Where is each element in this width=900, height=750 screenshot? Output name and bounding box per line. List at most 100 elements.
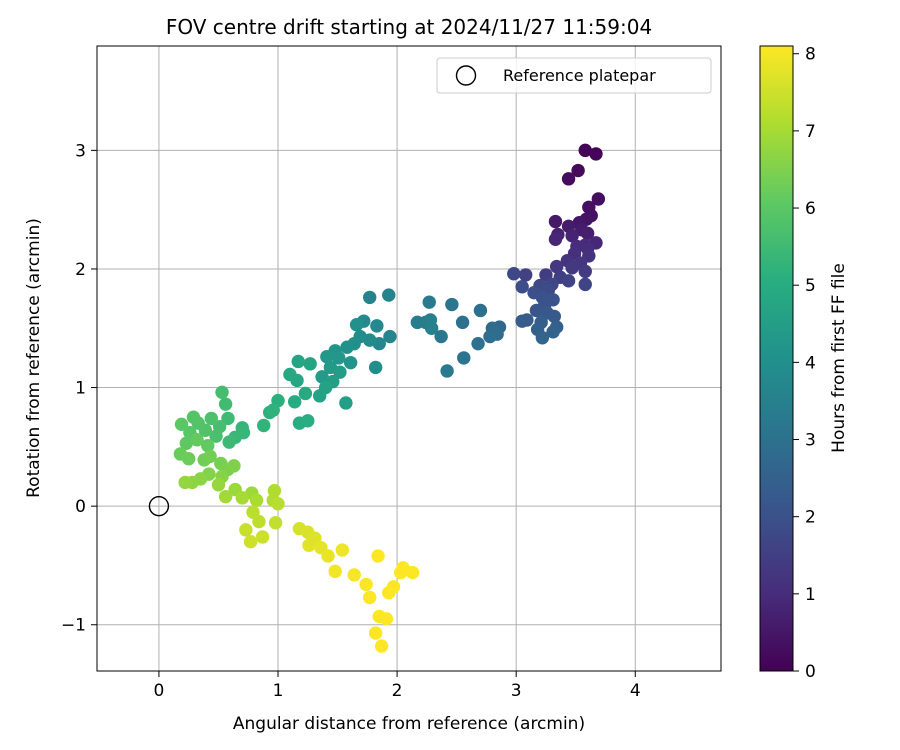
colorbar-tick-label: 4	[805, 353, 816, 373]
data-point	[515, 314, 529, 328]
colorbar-tick-label: 1	[805, 585, 816, 605]
data-point	[321, 549, 335, 563]
data-point	[471, 336, 485, 351]
data-point	[507, 267, 521, 281]
data-point	[332, 351, 346, 365]
data-point	[578, 264, 592, 279]
data-point	[266, 403, 280, 417]
data-point	[434, 329, 448, 344]
data-point	[303, 357, 317, 371]
data-point	[301, 414, 315, 428]
data-point	[190, 433, 204, 447]
data-point	[343, 355, 358, 370]
data-point	[252, 514, 266, 529]
data-point	[222, 435, 236, 449]
colorbar-gradient	[759, 45, 794, 672]
colorbar-ticks: 0 1 2 3 4 5 6 7 8	[793, 45, 816, 682]
y-tick-label: 2	[75, 260, 86, 280]
data-point	[243, 535, 258, 549]
colorbar-tick-label: 2	[805, 508, 816, 528]
data-point	[312, 389, 327, 403]
data-point	[203, 449, 217, 464]
data-point	[298, 386, 313, 401]
reference-point	[148, 495, 170, 517]
data-point	[347, 568, 361, 582]
data-point	[271, 497, 285, 511]
data-point	[340, 340, 354, 354]
data-point	[410, 315, 425, 330]
colorbar-tick-label: 5	[805, 276, 816, 296]
data-points	[173, 143, 606, 653]
x-tick-label: 4	[630, 681, 641, 701]
data-point	[565, 261, 579, 275]
data-point	[204, 411, 219, 426]
data-point	[396, 561, 410, 575]
data-point	[209, 429, 223, 443]
data-point	[221, 411, 235, 426]
data-point	[371, 549, 385, 563]
data-point	[457, 351, 471, 365]
x-tick-label: 0	[154, 681, 165, 701]
legend-marker-reference	[455, 65, 477, 86]
legend-box	[436, 57, 712, 94]
data-point	[186, 410, 201, 424]
data-point	[386, 580, 401, 594]
legend-entry-reference: Reference platepar	[503, 66, 656, 85]
data-point	[335, 543, 350, 557]
data-point	[283, 367, 297, 382]
data-point	[287, 395, 302, 409]
gridlines	[97, 46, 721, 671]
data-point	[589, 147, 603, 161]
colorbar-tick-label: 0	[805, 662, 816, 682]
data-point	[561, 172, 576, 186]
x-axis-label: Angular distance from reference (arcmin)	[233, 714, 585, 734]
data-point	[201, 438, 215, 453]
data-point	[565, 229, 579, 243]
data-point	[549, 259, 564, 274]
data-point	[363, 590, 377, 605]
data-point	[359, 577, 373, 592]
data-point	[515, 280, 529, 294]
data-point	[239, 523, 253, 537]
data-point	[291, 354, 305, 369]
data-point	[483, 329, 497, 344]
y-tick-label: −1	[61, 616, 86, 636]
data-point	[529, 303, 544, 318]
axis-ticks: 0 1 2 3 4 −1 0 1 2 3	[61, 141, 641, 701]
data-point	[211, 478, 226, 492]
data-point	[370, 319, 384, 333]
data-point	[422, 295, 436, 309]
data-point	[302, 538, 316, 552]
data-point	[363, 290, 377, 305]
data-point	[257, 418, 271, 433]
data-point	[519, 268, 533, 282]
data-point	[178, 475, 192, 490]
data-point	[368, 360, 383, 375]
data-point	[379, 612, 394, 626]
data-point	[235, 491, 249, 505]
reference-marker	[148, 495, 170, 517]
data-point	[179, 436, 194, 450]
data-point	[174, 417, 189, 432]
data-point	[571, 163, 585, 178]
data-point	[218, 489, 233, 504]
data-point	[546, 325, 560, 339]
colorbar-tick-label: 8	[805, 45, 816, 65]
data-point	[547, 309, 561, 324]
colorbar: 0 1 2 3 4 5 6 7 8 Hours from first FF file	[759, 45, 849, 682]
data-point	[591, 192, 606, 206]
y-tick-label: 3	[75, 141, 86, 161]
data-point	[455, 315, 470, 330]
colorbar-tick-label: 3	[805, 431, 816, 451]
data-point	[473, 303, 488, 318]
plot-frame	[96, 45, 722, 672]
data-point	[218, 397, 233, 411]
data-point	[374, 639, 389, 653]
y-axis-label: Rotation from reference (arcmin)	[24, 218, 44, 498]
colorbar-tick-label: 6	[805, 199, 816, 219]
chart-title: FOV centre drift starting at 2024/11/27 …	[166, 15, 652, 39]
data-point	[445, 297, 459, 312]
y-tick-label: 0	[75, 497, 86, 517]
data-point	[320, 350, 334, 364]
